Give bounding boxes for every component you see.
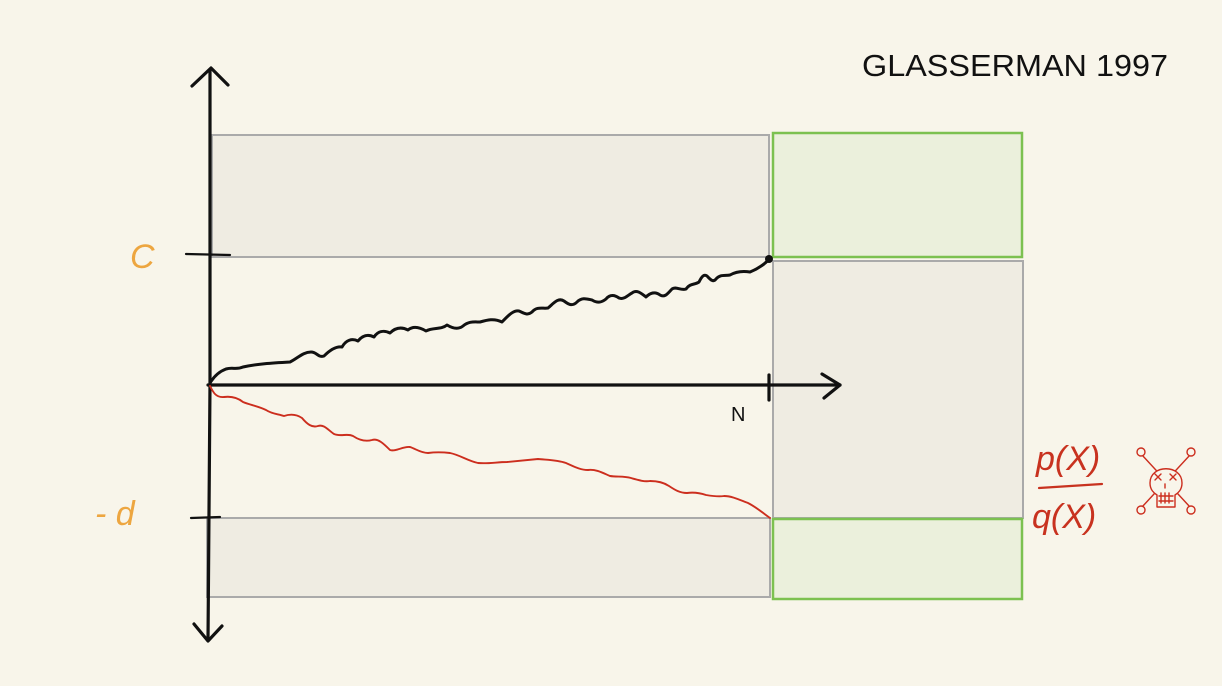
- green-region-lower: [771, 517, 1024, 601]
- page-title: GLASSERMAN 1997: [862, 48, 1168, 83]
- upper-sample-path: [208, 257, 771, 385]
- green-region-upper: [771, 131, 1024, 259]
- ratio-denominator: q(X): [1032, 498, 1096, 536]
- arrow-down-icon: [192, 622, 224, 643]
- gray-region-lower: [206, 517, 771, 598]
- upper-path-endpoint: [765, 255, 773, 263]
- upper-barrier-tick: [184, 252, 232, 257]
- gray-region-middle: [772, 260, 1024, 519]
- vertical-axis: [206, 68, 212, 642]
- ratio-fraction-bar: [1037, 482, 1104, 490]
- arrow-up-icon: [190, 66, 230, 88]
- lower-barrier-label: - d: [95, 495, 136, 533]
- lower-barrier-tick: [189, 515, 222, 520]
- horizon-label: N: [731, 404, 745, 426]
- lower-sample-path: [209, 385, 771, 519]
- skull-crossbones-icon: [1136, 447, 1196, 515]
- gray-region-upper: [211, 134, 770, 258]
- ratio-numerator: p(X): [1035, 440, 1100, 478]
- upper-barrier-label: C: [130, 238, 155, 276]
- arrow-right-icon: [820, 372, 842, 400]
